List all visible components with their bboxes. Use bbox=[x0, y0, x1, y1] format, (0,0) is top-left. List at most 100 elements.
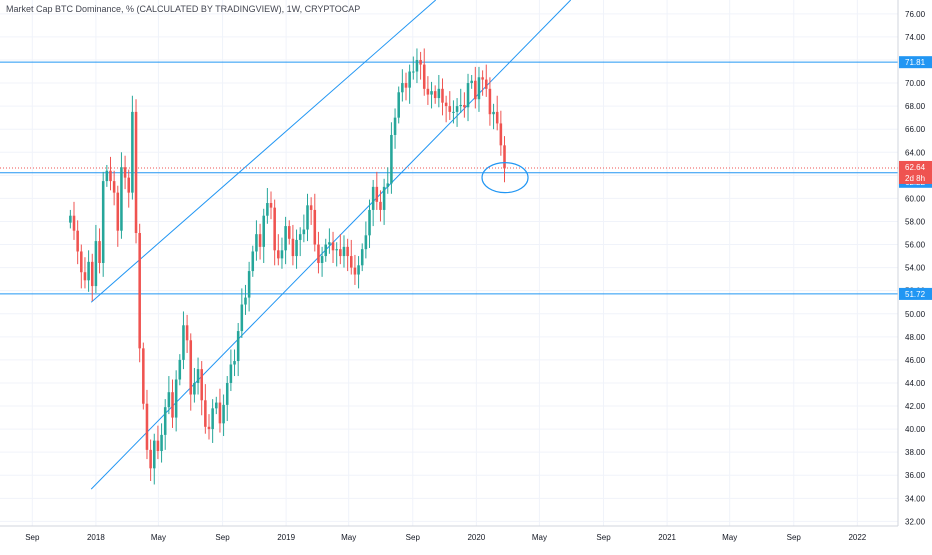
candle bbox=[408, 64, 411, 104]
candle bbox=[229, 349, 233, 392]
candle-body bbox=[145, 403, 149, 450]
candle-body bbox=[455, 106, 459, 112]
candle bbox=[233, 349, 236, 377]
candle-body bbox=[317, 244, 320, 263]
level-price-label-bg bbox=[899, 287, 932, 300]
candle bbox=[393, 108, 397, 149]
candle-body bbox=[98, 241, 101, 263]
candle-body bbox=[131, 111, 134, 193]
candle bbox=[247, 261, 251, 312]
candle-body bbox=[94, 241, 98, 287]
candle bbox=[430, 81, 433, 109]
candle bbox=[459, 88, 463, 114]
candle bbox=[492, 103, 495, 130]
candle bbox=[142, 342, 145, 410]
candle-body bbox=[258, 234, 262, 247]
candle-body bbox=[69, 215, 72, 223]
candle bbox=[386, 167, 390, 194]
candle-body bbox=[484, 79, 488, 89]
candle-body bbox=[236, 331, 240, 362]
candle bbox=[412, 56, 415, 80]
candle-body bbox=[90, 261, 94, 287]
trend-line bbox=[90, 0, 572, 490]
candle-body bbox=[284, 226, 287, 251]
candle bbox=[484, 64, 488, 97]
candle bbox=[98, 228, 101, 274]
candle bbox=[284, 216, 287, 265]
candle-body bbox=[357, 265, 360, 275]
candle-body bbox=[324, 244, 328, 257]
candle-body bbox=[495, 111, 499, 124]
candle-body bbox=[225, 382, 229, 405]
x-tick-label: 2021 bbox=[658, 533, 676, 542]
candle bbox=[357, 256, 360, 289]
candle-body bbox=[481, 77, 484, 80]
candle-body bbox=[269, 203, 273, 208]
trend-line bbox=[90, 0, 437, 303]
x-tick-label: May bbox=[722, 533, 737, 542]
candle bbox=[401, 69, 404, 102]
candle-body bbox=[83, 272, 87, 281]
annotation-circle bbox=[481, 162, 529, 194]
candle-body bbox=[142, 348, 145, 404]
candle bbox=[171, 379, 174, 428]
candle bbox=[474, 66, 477, 109]
candle bbox=[353, 254, 357, 285]
candle-body bbox=[342, 246, 346, 257]
candle-body bbox=[386, 183, 390, 187]
candle bbox=[83, 257, 87, 289]
candle bbox=[218, 388, 222, 433]
candle bbox=[375, 171, 379, 210]
candle-body bbox=[171, 392, 174, 418]
candle bbox=[196, 357, 200, 395]
candle-body bbox=[262, 215, 265, 247]
candle bbox=[426, 76, 430, 105]
candle-body bbox=[379, 201, 382, 210]
candle-body bbox=[477, 77, 481, 100]
candle bbox=[94, 224, 98, 293]
candle-body bbox=[320, 256, 324, 263]
candle bbox=[240, 288, 244, 338]
candle-body bbox=[182, 325, 185, 360]
candle-body bbox=[287, 226, 291, 239]
candle-body bbox=[452, 111, 455, 113]
candle-body bbox=[382, 186, 386, 210]
candle bbox=[149, 439, 152, 482]
candle bbox=[481, 70, 484, 96]
candle-body bbox=[244, 297, 247, 305]
candle bbox=[178, 354, 182, 386]
x-tick-label: Sep bbox=[596, 533, 611, 542]
candle-body bbox=[470, 80, 473, 84]
candle-body bbox=[433, 91, 437, 99]
candle-body bbox=[240, 304, 244, 332]
candle-body bbox=[200, 369, 203, 401]
candle bbox=[317, 231, 320, 274]
candle-body bbox=[368, 209, 371, 236]
candle-body bbox=[459, 104, 463, 107]
candle bbox=[280, 237, 284, 269]
candle bbox=[251, 245, 255, 277]
candle-body bbox=[163, 407, 167, 435]
y-tick-label: 66.00 bbox=[905, 125, 926, 134]
candle-body bbox=[112, 181, 116, 193]
candle bbox=[437, 74, 441, 108]
candle bbox=[225, 376, 229, 422]
candle bbox=[295, 229, 298, 269]
candle bbox=[138, 223, 141, 363]
candle-body bbox=[397, 92, 400, 118]
annotations bbox=[481, 162, 529, 194]
candle-body bbox=[204, 400, 207, 427]
candle-body bbox=[266, 203, 269, 216]
candle-body bbox=[80, 251, 83, 273]
candle bbox=[215, 396, 218, 415]
trend-lines bbox=[90, 0, 572, 490]
candle bbox=[182, 311, 185, 370]
candle bbox=[163, 399, 167, 450]
axes: 32.00 34.00 36.00 38.00 40.00 42.00 44.00 46.00… bbox=[0, 0, 926, 542]
candle bbox=[499, 110, 503, 156]
candle-body bbox=[138, 233, 141, 349]
candle bbox=[236, 322, 240, 377]
x-tick-label: May bbox=[151, 533, 166, 542]
candle bbox=[422, 48, 426, 96]
